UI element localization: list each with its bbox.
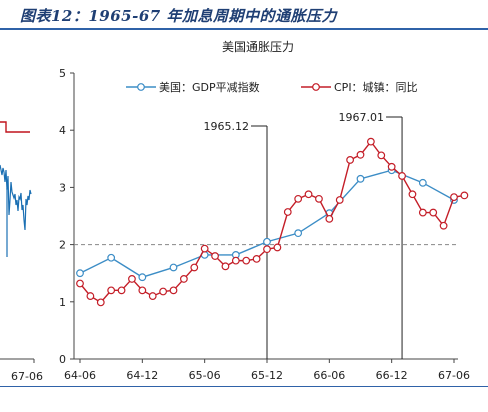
- series-layer: [76, 137, 469, 307]
- legend-label: CPI：城镇：同比: [334, 80, 418, 94]
- data-point: [398, 172, 406, 180]
- data-point: [76, 279, 84, 288]
- data-point: [387, 162, 396, 171]
- data-point: [263, 245, 271, 254]
- y-tick-label: 3: [59, 181, 66, 194]
- x-tick-label: 65-12: [251, 369, 283, 382]
- data-point: [366, 137, 375, 146]
- data-point: [335, 196, 344, 204]
- data-point: [169, 263, 178, 272]
- data-point: [356, 174, 365, 183]
- data-point: [148, 292, 157, 300]
- data-point: [294, 194, 303, 203]
- data-point: [377, 151, 386, 160]
- bottom-rule: [0, 386, 488, 387]
- x-tick-label: 67-06: [438, 369, 470, 382]
- data-point: [86, 292, 95, 300]
- annotation-label: 1967.01: [339, 111, 385, 124]
- legend-label: 美国：GDP平减指数: [159, 80, 260, 94]
- data-point: [107, 253, 116, 262]
- data-point: [356, 150, 365, 159]
- chart-axes: 0 1 2 3 4 5 64-06 64-12 65-06 65-12 66-06 66-12 67-0…: [59, 67, 470, 382]
- data-point: [294, 229, 303, 238]
- data-point: [138, 286, 147, 295]
- data-point: [200, 244, 209, 253]
- data-point: [76, 269, 84, 278]
- x-tick-label: 64-12: [126, 369, 158, 382]
- data-point: [138, 273, 147, 282]
- data-point: [450, 193, 458, 202]
- data-point: [107, 286, 116, 295]
- annotation-label: 1965.12: [204, 120, 250, 133]
- data-point: [346, 156, 355, 164]
- data-point: [159, 287, 168, 296]
- legend: 美国：GDP平减指数 CPI：城镇：同比: [126, 80, 418, 94]
- data-point: [96, 298, 105, 307]
- series-line: [79, 140, 465, 304]
- data-point: [211, 252, 219, 260]
- data-point: [190, 263, 199, 272]
- data-point: [117, 286, 126, 295]
- data-point: [273, 243, 282, 252]
- legend-marker: [312, 83, 320, 91]
- y-tick-label: 0: [59, 353, 66, 366]
- data-point: [325, 214, 334, 223]
- data-point: [304, 190, 313, 199]
- figure-title: 图表12：1965-67 年加息周期中的通胀压力: [20, 7, 337, 25]
- y-tick-label: 5: [59, 67, 66, 80]
- data-point: [242, 256, 251, 265]
- data-point: [429, 208, 438, 217]
- annotations: 1965.12 1967.01: [204, 111, 403, 359]
- left-panel-blue-line: [0, 164, 32, 231]
- y-tick-label: 2: [59, 239, 66, 252]
- figure-banner: 图表12：1965-67 年加息周期中的通胀压力: [0, 0, 488, 30]
- x-tick-label: 66-06: [313, 369, 345, 382]
- data-point: [128, 275, 136, 283]
- data-point: [221, 262, 230, 271]
- data-point: [283, 208, 292, 216]
- y-tick-label: 1: [59, 296, 66, 309]
- data-point: [460, 191, 469, 200]
- left-panel-x-tick-label: 67-06: [11, 370, 43, 383]
- left-partial-panel: 67-06: [0, 121, 43, 383]
- data-point: [315, 194, 323, 203]
- legend-marker: [137, 83, 145, 91]
- data-point: [252, 254, 261, 263]
- data-point: [408, 190, 417, 199]
- data-point: [231, 256, 240, 265]
- data-point: [169, 286, 178, 295]
- chart-title: 美国通胀压力: [222, 40, 294, 54]
- data-point: [263, 237, 271, 246]
- series-cpi: [76, 137, 469, 307]
- x-tick-label: 66-12: [376, 369, 408, 382]
- left-panel-red-line: [0, 121, 30, 133]
- data-point: [418, 208, 427, 217]
- data-point: [418, 178, 427, 187]
- data-point: [179, 275, 188, 283]
- y-tick-label: 4: [59, 124, 66, 137]
- data-point: [439, 221, 448, 230]
- x-tick-label: 65-06: [189, 369, 221, 382]
- x-tick-label: 64-06: [64, 369, 96, 382]
